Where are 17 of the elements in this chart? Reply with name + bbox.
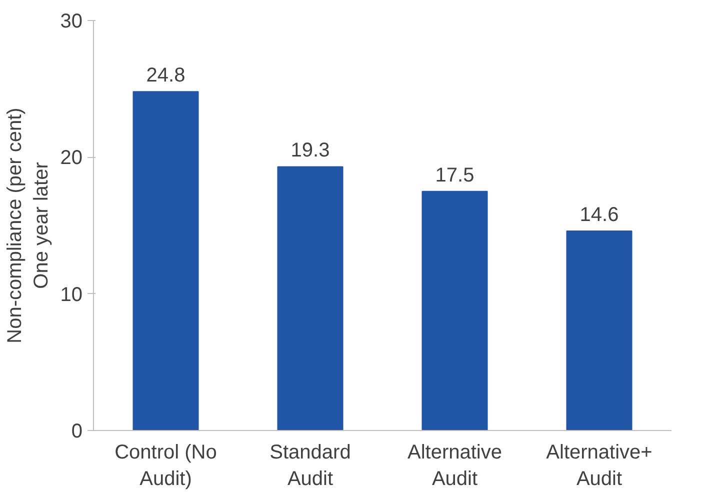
data-label: 17.5	[435, 164, 474, 186]
bar	[566, 230, 632, 430]
y-tick-label: 30	[60, 10, 83, 32]
data-label: 24.8	[146, 64, 186, 87]
y-tick-label: 10	[60, 284, 83, 306]
bar	[422, 190, 488, 430]
bar	[132, 91, 199, 430]
x-tick-label: Control (No Audit)	[114, 442, 217, 490]
y-tick-label: 20	[60, 147, 83, 170]
y-tick-label: 0	[71, 420, 82, 442]
y-axis-title: Non-compliance (per cent) One year later	[4, 108, 52, 344]
x-tick-label: Standard Audit	[270, 442, 351, 490]
data-label: 19.3	[290, 140, 330, 162]
x-tick-label: Alternative+ Audit	[546, 442, 652, 490]
x-tick-label: Alternative Audit	[408, 442, 502, 490]
data-label: 14.6	[580, 204, 619, 226]
bar	[277, 166, 344, 430]
